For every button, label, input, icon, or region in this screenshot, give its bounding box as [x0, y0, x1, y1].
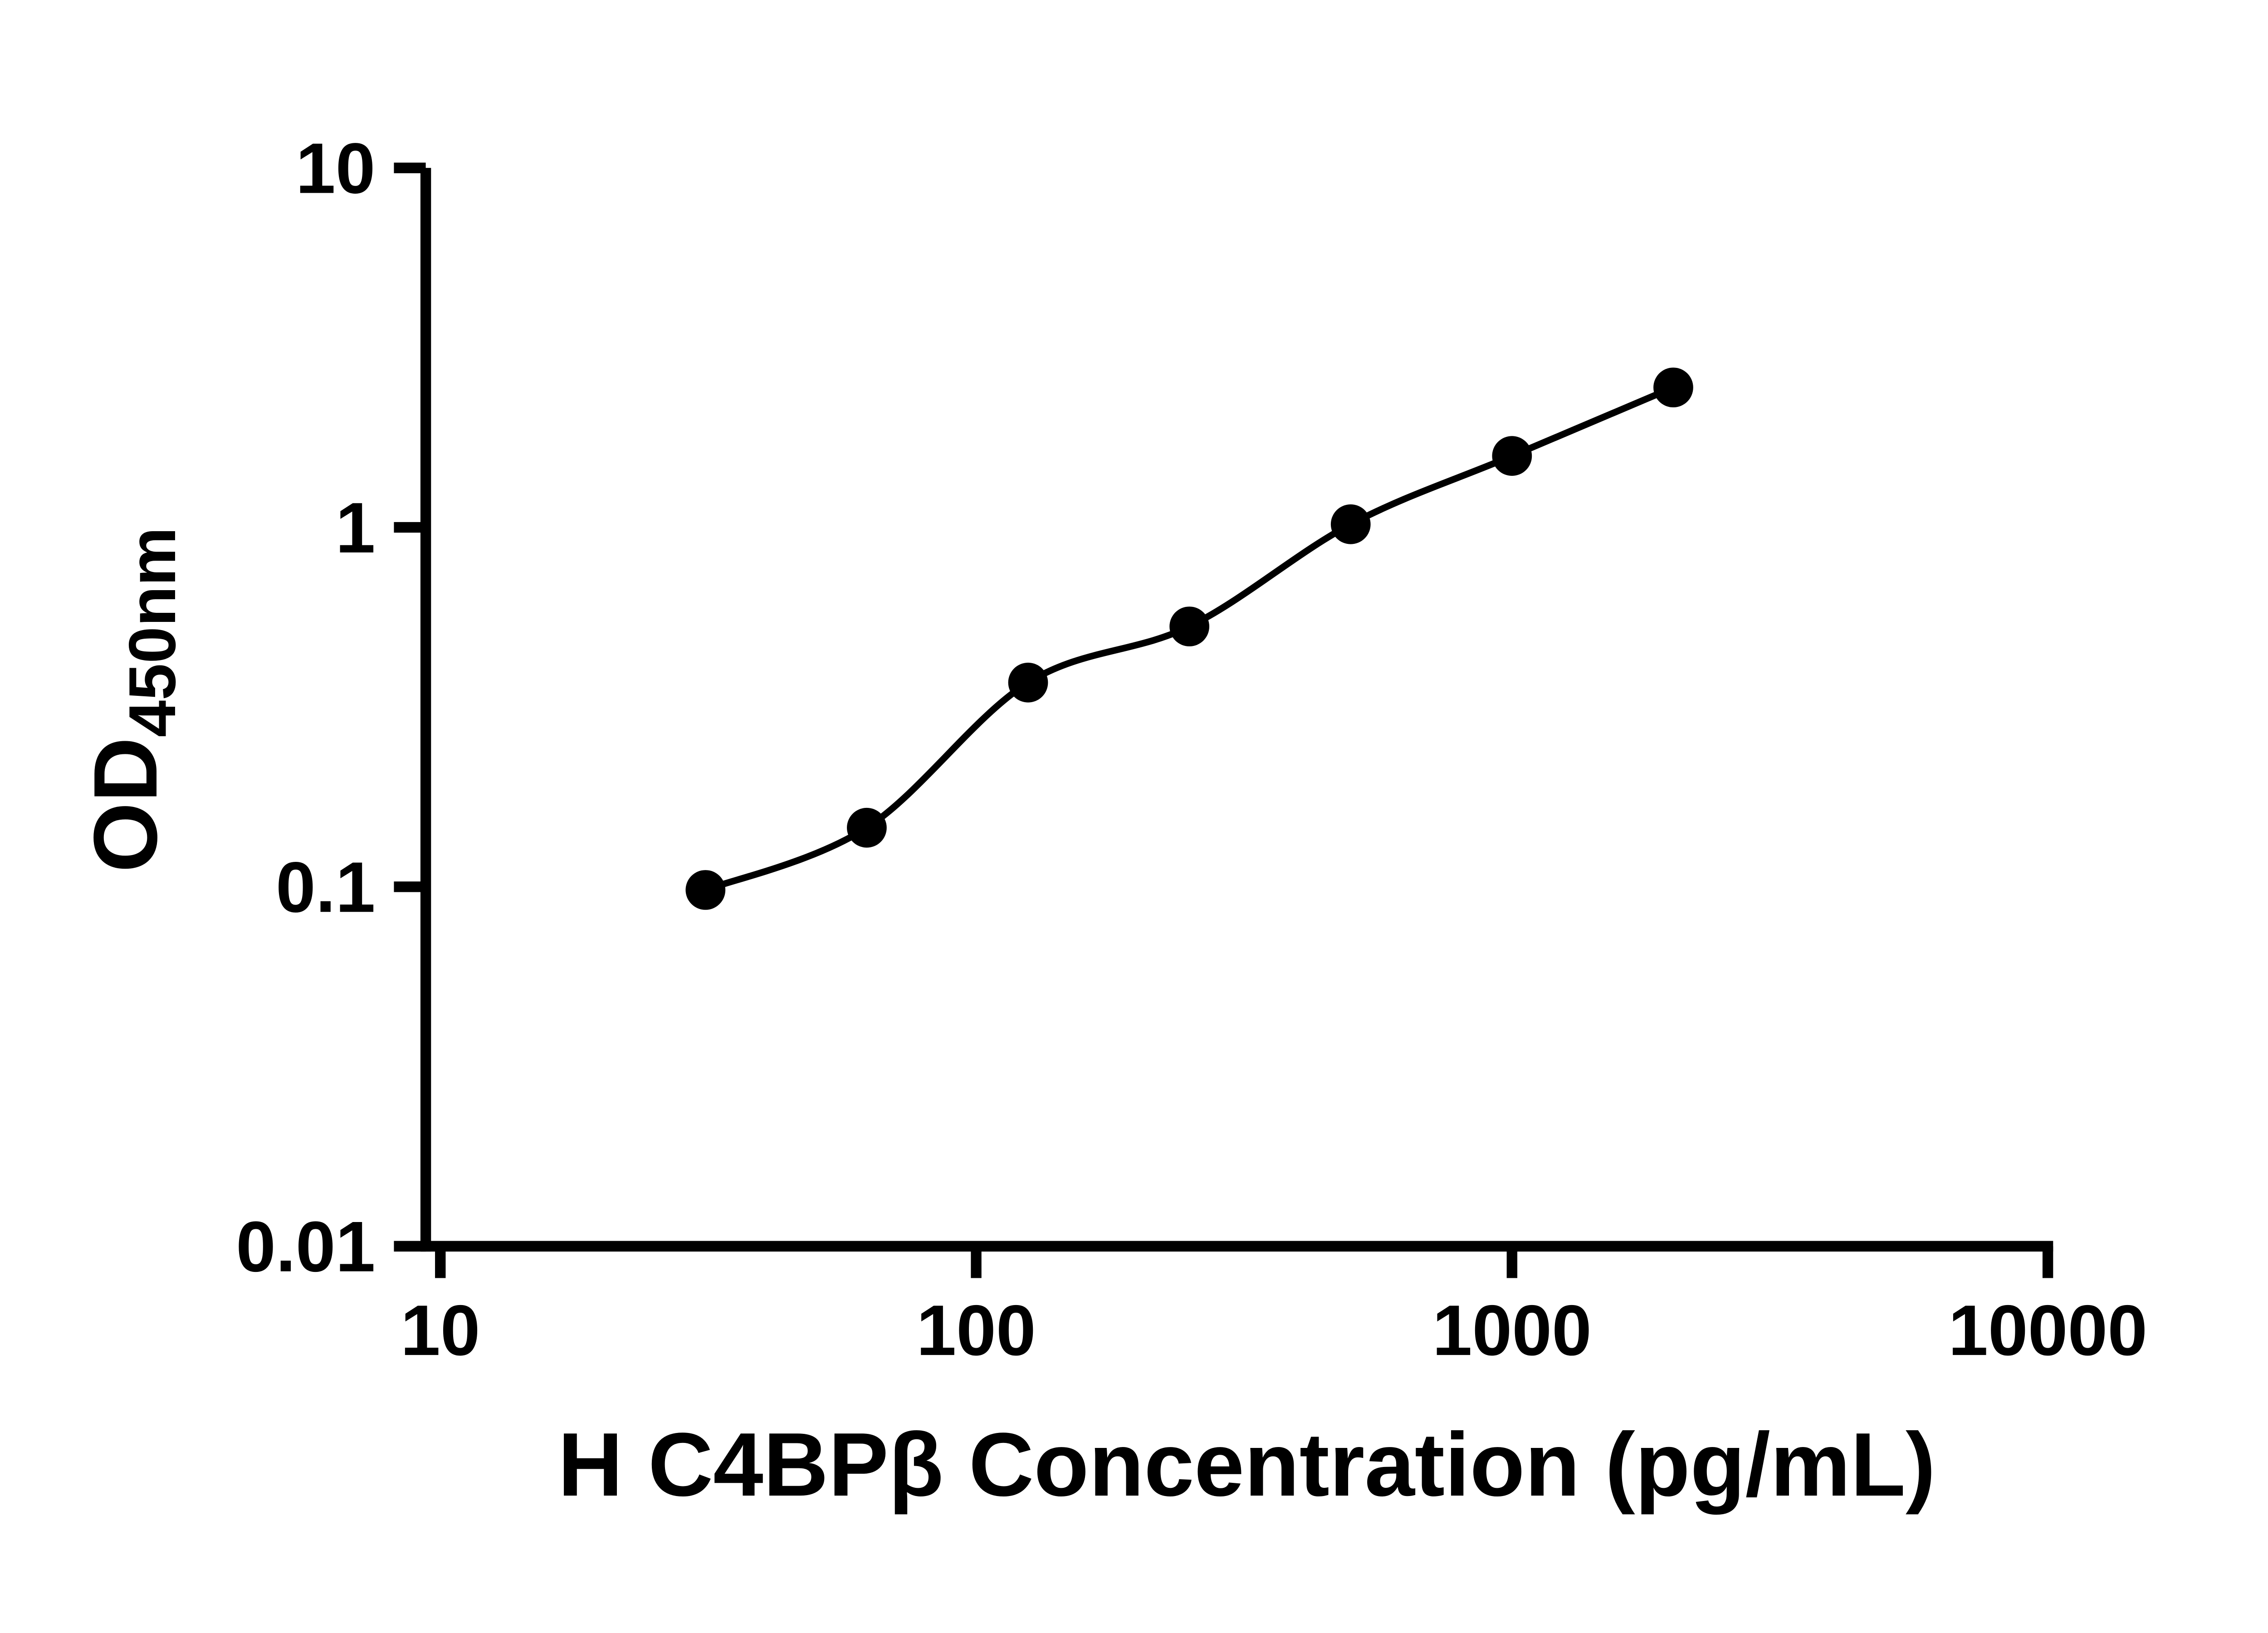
y-axis-title: OD450nm: [75, 527, 189, 872]
x-tick-label: 10000: [1948, 1291, 2147, 1370]
data-point: [1330, 504, 1371, 544]
plot-series: [685, 367, 1693, 910]
x-axis-title: H C4BPβ Concentration (pg/mL): [558, 1414, 1936, 1515]
y-tick-label: 0.1: [276, 847, 375, 927]
y-tick-label: 0.01: [236, 1207, 375, 1287]
x-tick-label: 100: [916, 1291, 1036, 1370]
data-point: [1653, 367, 1693, 408]
data-point: [1169, 606, 1209, 646]
y-axis-title-subscript: 450nm: [115, 527, 189, 737]
y-tick-label: 1: [336, 488, 376, 568]
y-axis-title-main: OD: [75, 737, 176, 872]
data-point: [847, 807, 887, 848]
data-point: [1008, 662, 1048, 703]
data-point: [685, 870, 726, 910]
x-tick-label: 1000: [1432, 1291, 1592, 1370]
x-tick-label: 10: [401, 1291, 480, 1370]
axes: 10 100 1000 10000 0.01 0.1 1 10: [236, 128, 2147, 1370]
y-tick-label: 10: [296, 128, 376, 208]
data-point: [1492, 436, 1532, 476]
